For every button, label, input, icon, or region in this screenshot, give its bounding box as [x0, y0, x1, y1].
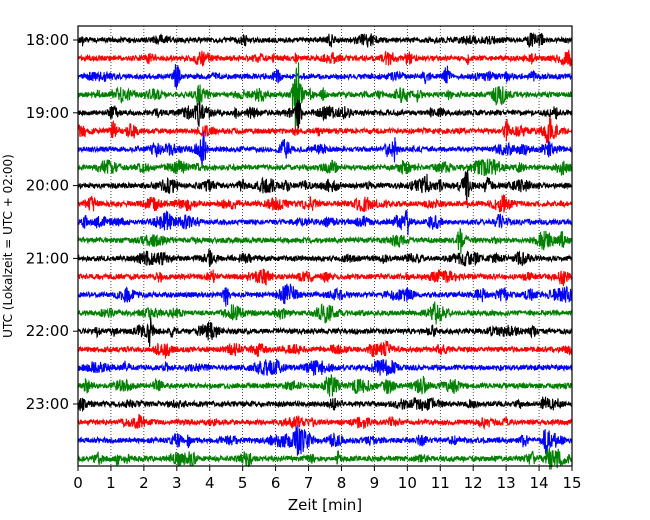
x-tick-label: 0 — [73, 474, 83, 492]
x-tick-label: 10 — [398, 474, 417, 492]
trace-1900 — [77, 99, 573, 129]
trace-1830 — [77, 64, 573, 89]
trace-2000 — [77, 169, 573, 204]
trace-2315 — [77, 413, 573, 431]
x-axis-label: Zeit [min] — [288, 496, 362, 514]
x-tick-label: 12 — [464, 474, 483, 492]
x-tick-label: 7 — [304, 474, 314, 492]
trace-2015 — [77, 194, 573, 213]
trace-1800 — [77, 32, 573, 48]
x-tick-label: 8 — [337, 474, 347, 492]
trace-2215 — [77, 339, 573, 359]
x-tick-label: 6 — [271, 474, 281, 492]
y-axis-ticks: 18:00 19:00 20:00 21:00 22:00 23:00 — [26, 31, 78, 413]
x-tick-label: 4 — [205, 474, 215, 492]
trace-1815 — [77, 49, 573, 67]
x-tick-label: 14 — [530, 474, 549, 492]
trace-2245 — [77, 374, 573, 397]
vertical-gridlines — [110, 26, 540, 466]
y-axis-label: UTC (Lokalzeit = UTC + 02:00) — [1, 154, 15, 338]
y-tick-label: 19:00 — [26, 104, 69, 122]
trace-2130 — [77, 283, 573, 307]
y-tick-label: 22:00 — [26, 322, 69, 340]
x-tick-label: 9 — [370, 474, 380, 492]
trace-2145 — [77, 301, 573, 325]
x-tick-label: 1 — [106, 474, 116, 492]
trace-2200 — [77, 317, 573, 347]
y-tick-label: 21:00 — [26, 249, 69, 267]
x-tick-label: 13 — [497, 474, 516, 492]
x-tick-label: 5 — [238, 474, 248, 492]
trace-2300 — [77, 396, 573, 413]
trace-2100 — [77, 248, 573, 267]
seismogram-traces — [77, 32, 573, 470]
trace-2330 — [77, 424, 573, 456]
trace-2030 — [77, 210, 573, 236]
trace-1845 — [77, 62, 573, 133]
y-tick-label: 20:00 — [26, 177, 69, 195]
trace-2345 — [77, 447, 573, 470]
y-tick-label: 23:00 — [26, 395, 69, 413]
y-tick-label: 18:00 — [26, 31, 69, 49]
trace-2115 — [77, 268, 573, 287]
x-tick-label: 15 — [562, 474, 581, 492]
x-tick-label: 11 — [431, 474, 450, 492]
x-tick-label: 3 — [172, 474, 182, 492]
x-axis-ticks: 0 1 2 3 4 5 6 7 8 9 10 11 12 13 14 15 — [73, 466, 582, 492]
plot-frame — [77, 25, 573, 467]
trace-1915 — [77, 117, 573, 146]
trace-1945 — [77, 158, 573, 177]
trace-1930 — [77, 131, 573, 166]
x-tick-label: 2 — [139, 474, 149, 492]
trace-2230 — [77, 358, 573, 377]
trace-2045 — [77, 227, 573, 254]
